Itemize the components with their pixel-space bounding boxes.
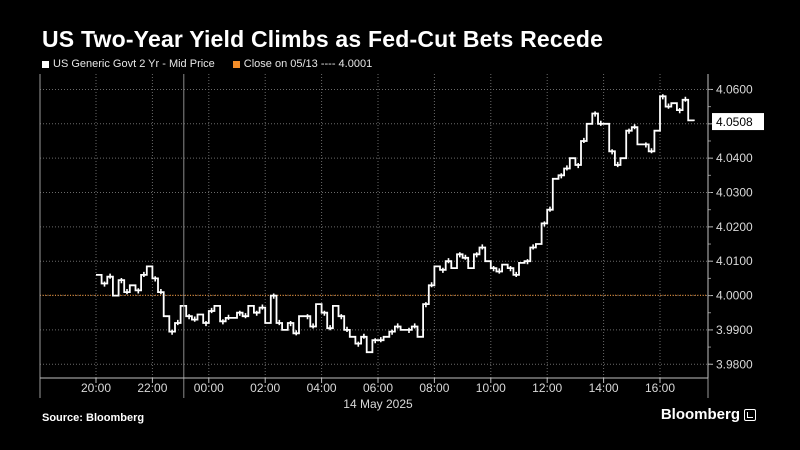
brand-logo: Bloomberg — [661, 406, 756, 423]
x-tick-label: 14:00 — [589, 381, 619, 395]
axes-group — [39, 74, 713, 398]
series-noise — [103, 94, 687, 347]
x-tick-label: 10:00 — [476, 381, 506, 395]
x-tick-label: 02:00 — [250, 381, 280, 395]
legend-series-label: US Generic Govt 2 Yr - Mid Price — [53, 58, 215, 70]
date-label: 14 May 2025 — [343, 397, 413, 411]
bloomberg-terminal-icon — [744, 408, 756, 421]
x-tick-label: 06:00 — [363, 381, 393, 395]
x-tick-label: 20:00 — [81, 381, 111, 395]
x-tick-label: 00:00 — [194, 381, 224, 395]
y-tick-label: 4.0200 — [716, 220, 753, 234]
last-value-group: 4.0508 — [712, 113, 764, 131]
series-line — [96, 95, 695, 354]
legend-series-swatch — [42, 60, 49, 68]
x-tick-label: 08:00 — [419, 381, 449, 395]
x-tick-labels: 20:00 22:00 00:00 02:00 04:00 06:00 08:00 10:00… — [81, 381, 675, 411]
chart-title: US Two-Year Yield Climbs as Fed-Cut Bets… — [42, 26, 604, 52]
legend-reference-swatch — [232, 60, 240, 68]
y-tick-label: 3.9800 — [716, 357, 753, 371]
y-tick-label: 3.9900 — [716, 323, 753, 337]
y-tick-label: 4.0300 — [716, 186, 753, 200]
y-tick-label: 4.0600 — [716, 82, 753, 96]
source-note: Source: Bloomberg — [42, 412, 145, 424]
y-tick-label: 4.0000 — [716, 289, 753, 303]
x-tick-label: 22:00 — [137, 381, 167, 395]
x-tick-label: 12:00 — [532, 381, 562, 395]
x-tick-label: 16:00 — [645, 381, 675, 395]
y-tick-label: 4.0400 — [716, 151, 753, 165]
chart-grid — [40, 74, 708, 378]
last-value-badge — [712, 113, 764, 131]
x-tick-label: 04:00 — [307, 381, 337, 395]
series-group — [96, 94, 695, 354]
legend-item-series: US Generic Govt 2 Yr - Mid Price — [42, 58, 215, 70]
y-tick-label: 4.0100 — [716, 254, 753, 268]
last-value-label: 4.0508 — [716, 115, 753, 129]
chart-legend: US Generic Govt 2 Yr - Mid Price Close o… — [42, 58, 372, 70]
legend-reference-label: Close on 05/13 ---- 4.0001 — [243, 58, 373, 70]
brand-name: Bloomberg — [660, 406, 740, 423]
legend-item-reference: Close on 05/13 ---- 4.0001 — [232, 58, 373, 70]
